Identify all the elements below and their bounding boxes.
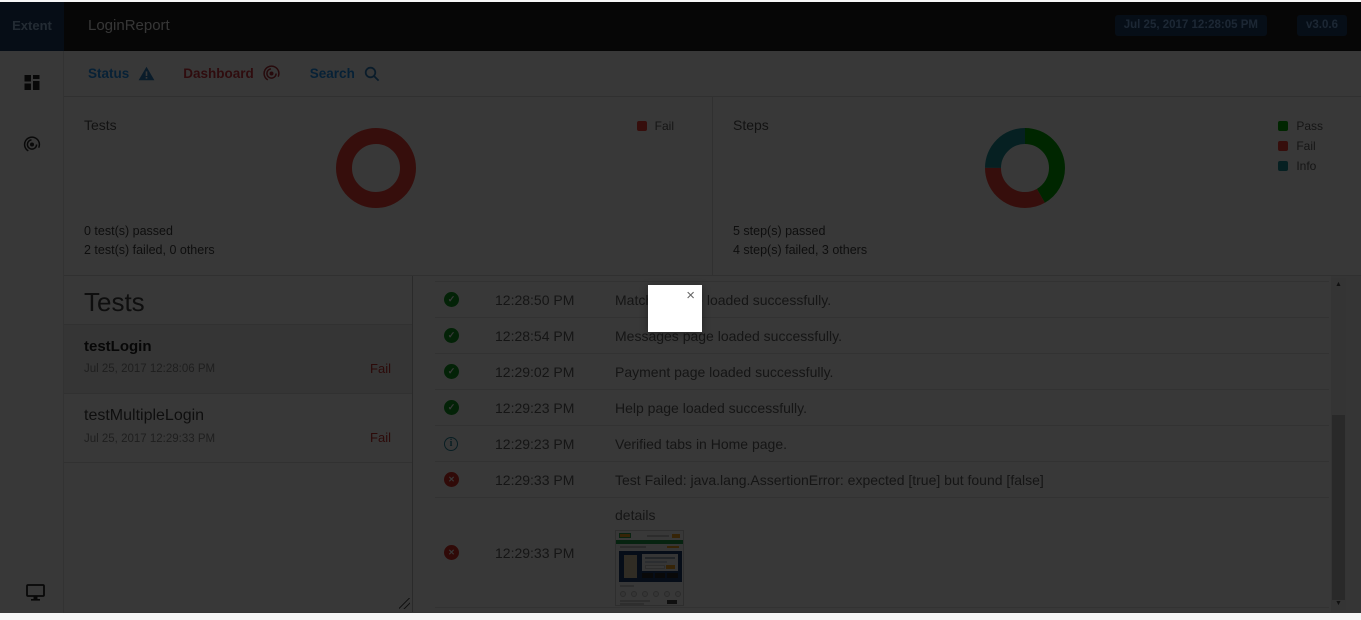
page-top-strip	[0, 0, 1361, 2]
lightbox-popup: ×	[648, 285, 702, 332]
page-bottom-strip	[0, 613, 1361, 620]
close-icon[interactable]: ×	[686, 287, 695, 304]
